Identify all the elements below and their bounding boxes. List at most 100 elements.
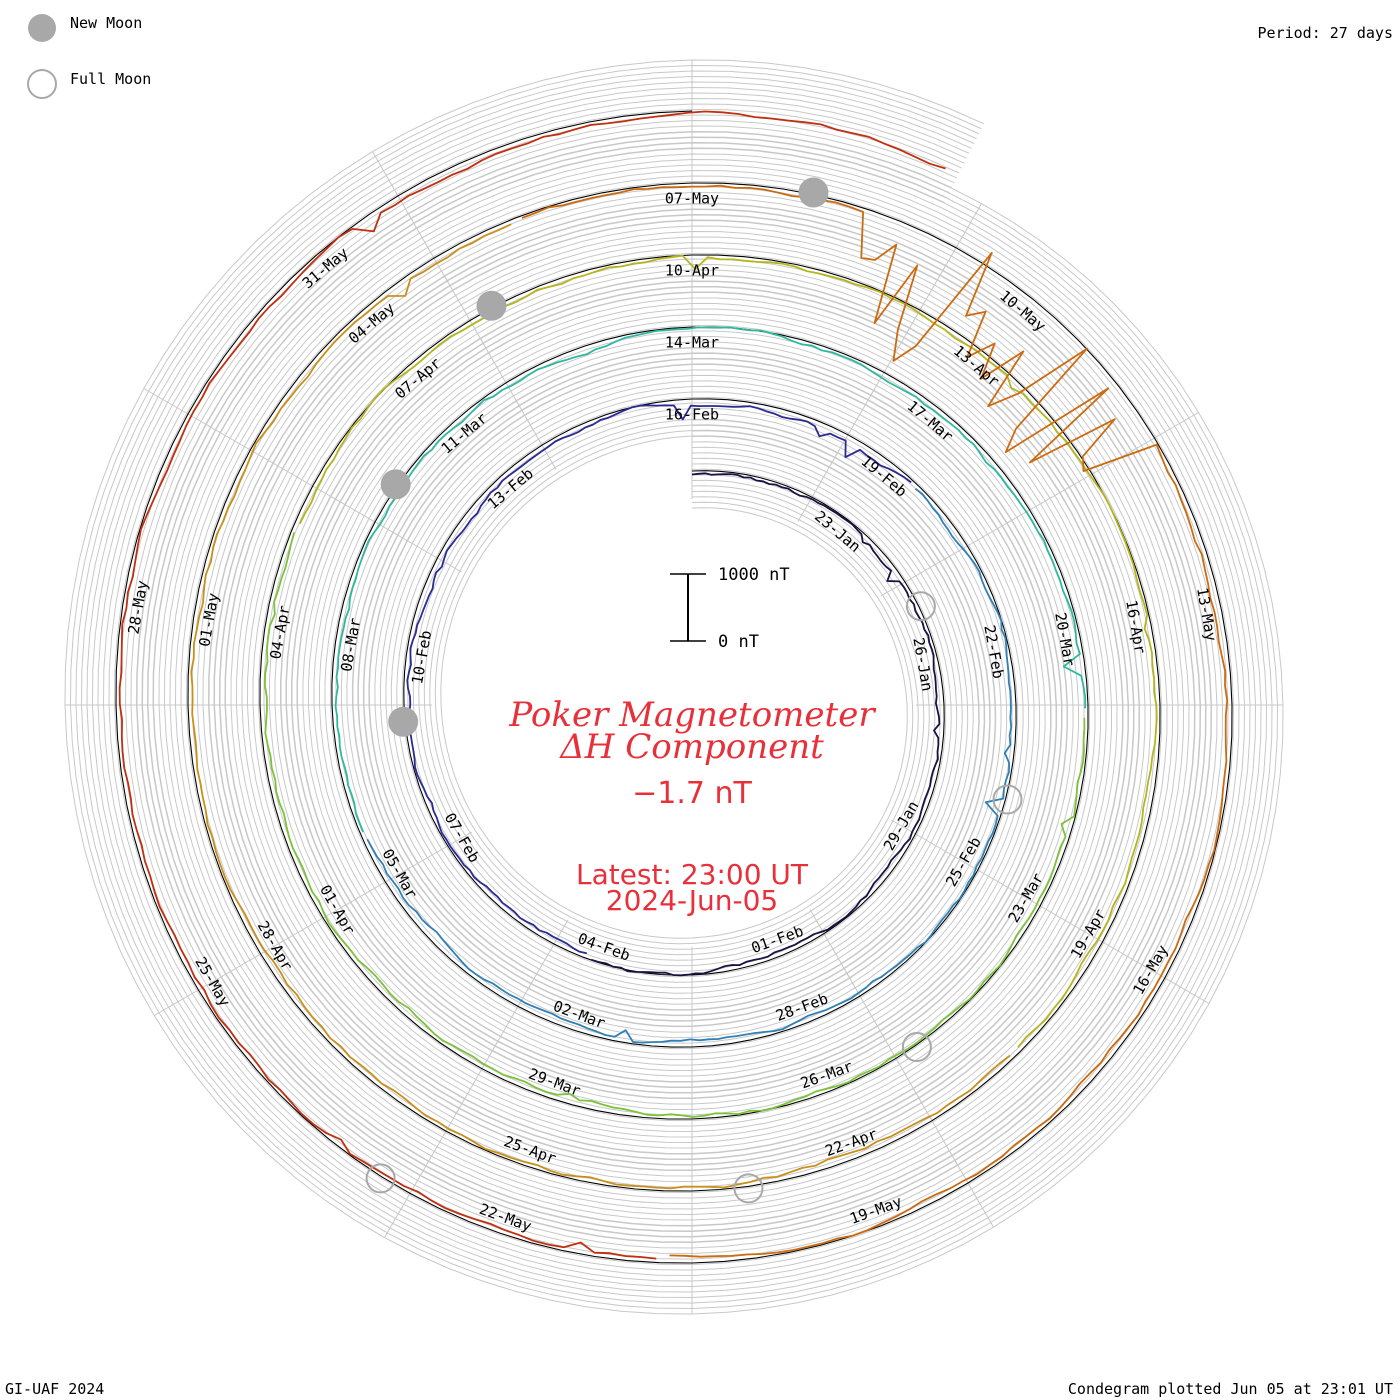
grid-spiral xyxy=(146,141,1202,1233)
new-moon-marker xyxy=(476,290,507,321)
scale-bottom-label: 0 nT xyxy=(718,632,759,652)
dh-trace xyxy=(366,487,1013,1044)
full-moon-marker xyxy=(365,1163,396,1194)
new-moon-legend-icon xyxy=(28,14,56,42)
date-tick-label: 08-Mar xyxy=(337,617,364,673)
grid-spiral xyxy=(124,119,1224,1255)
date-tick-label: 16-May xyxy=(1129,942,1172,998)
grid-spoke xyxy=(444,276,485,345)
grid-spiral xyxy=(119,114,1229,1260)
data-traces xyxy=(118,110,1229,1260)
date-tick-label: 14-Mar xyxy=(665,334,719,352)
grid-spiral xyxy=(86,81,1262,1293)
full-moon-legend-icon xyxy=(27,69,57,99)
grid-spoke xyxy=(330,496,400,537)
new-moon-legend-label: New Moon xyxy=(70,14,142,32)
chart-subtitle: ΔH Component xyxy=(558,727,824,767)
date-tick-label: 19-May xyxy=(847,1192,904,1227)
dh-trace xyxy=(264,532,1086,1118)
grid-spoke xyxy=(953,855,1023,896)
grid-spoke xyxy=(372,151,413,221)
grid-spoke xyxy=(917,1096,958,1166)
date-tick-label: 26-Jan xyxy=(909,636,936,692)
latest-date: 2024-Jun-05 xyxy=(606,884,778,917)
dh-trace xyxy=(406,404,912,955)
grid-spoke xyxy=(1015,891,1085,932)
full-moon-marker xyxy=(992,784,1023,815)
grid-spoke xyxy=(278,903,348,944)
grid-spiral xyxy=(113,108,1235,1266)
grid-spoke xyxy=(880,556,950,597)
grid-spoke xyxy=(216,939,286,980)
grid-spoke xyxy=(420,1106,461,1176)
grid-spiral xyxy=(91,86,1257,1288)
date-tick-label: 04-Apr xyxy=(266,604,293,660)
moon-markers xyxy=(365,177,1023,1204)
grid-spiral xyxy=(64,59,1284,1315)
grid-spoke xyxy=(869,328,910,397)
new-moon-marker xyxy=(380,469,411,500)
scale-bar: 1000 nT 0 nT xyxy=(670,565,790,652)
period-label: Period: 27 days xyxy=(1258,24,1393,42)
grid-spiral xyxy=(130,125,1218,1249)
date-tick-label: 22-Apr xyxy=(823,1125,880,1160)
grid-spiral xyxy=(97,92,1251,1282)
date-tick-label: 07-Apr xyxy=(391,354,444,403)
grid-spoke xyxy=(1129,412,1199,453)
grid-spiral xyxy=(102,97,1246,1277)
grid-spoke xyxy=(392,532,462,573)
dh-trace xyxy=(298,254,1158,1049)
grid-spoke xyxy=(845,971,886,1041)
baseline-ring xyxy=(115,110,1233,1264)
dh-trace xyxy=(118,110,946,1260)
grid-spoke xyxy=(528,919,569,989)
legend: New Moon Full Moon xyxy=(27,14,151,99)
grid-spoke xyxy=(942,520,1012,561)
grid-spoke xyxy=(268,460,338,501)
grid-spoke xyxy=(492,981,533,1051)
dh-trace xyxy=(334,326,1087,833)
new-moon-marker xyxy=(798,177,829,208)
grid-spoke xyxy=(1140,963,1210,1004)
date-tick-label: 01-May xyxy=(195,592,222,648)
dh-trace xyxy=(190,223,1011,1190)
full-moon-marker xyxy=(905,591,936,622)
grid-spoke xyxy=(941,203,982,273)
grid-spiral xyxy=(75,70,1273,1304)
grid-spoke xyxy=(809,909,850,979)
baseline-ring xyxy=(331,326,1017,1048)
grid-spoke xyxy=(143,388,213,429)
grid-spoke xyxy=(881,1033,922,1103)
grid-spiral xyxy=(135,130,1213,1244)
grid-spoke xyxy=(384,1168,425,1238)
date-tick-label: 10-Feb xyxy=(408,629,435,685)
date-tick-label: 07-May xyxy=(665,190,719,208)
grid-spoke xyxy=(797,452,838,522)
polar-grid xyxy=(64,59,1284,1315)
date-tick-label: 13-Feb xyxy=(484,464,537,513)
baseline-rings xyxy=(115,110,1233,1264)
grid-spoke xyxy=(1067,448,1137,489)
latest-time: Latest: 23:00 UT xyxy=(576,858,809,891)
grid-spoke xyxy=(153,975,223,1016)
date-tick-label: 25-Apr xyxy=(502,1132,559,1167)
baseline-ring xyxy=(259,254,1089,1120)
grid-spoke xyxy=(953,1158,994,1228)
grid-spiral xyxy=(108,103,1240,1271)
footer-plot-time: Condegram plotted Jun 05 at 23:01 UT xyxy=(1068,1380,1393,1398)
grid-spoke xyxy=(456,1044,497,1114)
grid-spoke xyxy=(403,831,473,872)
grid-spoke xyxy=(890,819,960,860)
grid-spoke xyxy=(480,338,521,408)
scale-top-label: 1000 nT xyxy=(718,565,790,585)
grid-spoke xyxy=(205,424,275,465)
grid-spoke xyxy=(341,867,410,908)
grid-spoke xyxy=(833,390,874,460)
date-tick-label: 10-Apr xyxy=(665,262,719,280)
date-tick-label: 13-May xyxy=(1193,586,1220,642)
current-value: −1.7 nT xyxy=(632,776,752,811)
full-moon-marker xyxy=(733,1173,764,1204)
date-tick-label: 26-Mar xyxy=(798,1057,855,1092)
grid-spoke xyxy=(905,265,946,335)
